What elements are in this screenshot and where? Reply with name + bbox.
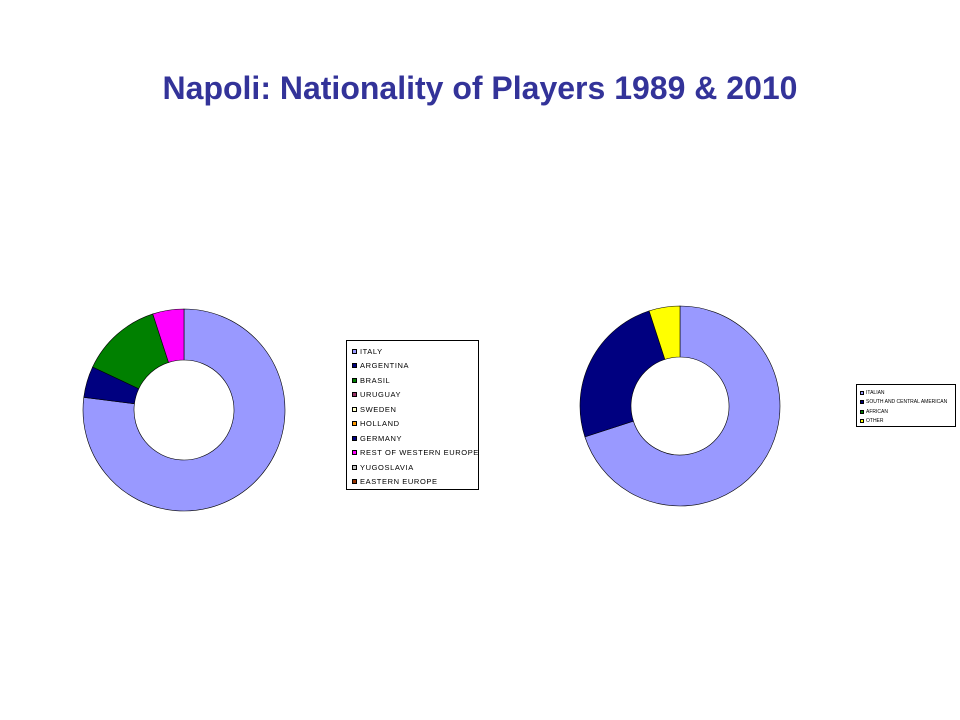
legend-label: EASTERN EUROPE <box>360 477 438 487</box>
legend-label: BRASIL <box>360 375 391 385</box>
donut-chart-2010 <box>579 305 781 507</box>
donut-slice-italy <box>82 308 286 512</box>
legend-item-brasil: BRASIL <box>352 373 478 388</box>
legend-label: HOLLAND <box>360 419 400 429</box>
legend-item-yugoslavia: YUGOSLAVIA <box>352 460 478 475</box>
donut-chart-1989 <box>82 308 286 512</box>
legend-swatch <box>352 363 357 369</box>
legend-item-eastern-europe: EASTERN EUROPE <box>352 475 478 490</box>
legend-label: AFRICAN <box>866 408 888 415</box>
legend-item-holland: HOLLAND <box>352 417 478 432</box>
legend-label: YUGOSLAVIA <box>360 462 414 472</box>
legend-item-germany: GERMANY <box>352 431 478 446</box>
donut-slice-italian <box>584 305 781 507</box>
legend-swatch <box>352 392 357 398</box>
legend-swatch <box>352 348 357 354</box>
legend-swatch <box>860 419 864 424</box>
legend-swatch <box>352 479 357 485</box>
legend-label: GERMANY <box>360 433 403 443</box>
legend-item-uruguay: URUGUAY <box>352 388 478 403</box>
legend-label: REST OF WESTERN EUROPE <box>360 448 479 458</box>
legend-item-rest-of-western-europe: REST OF WESTERN EUROPE <box>352 446 478 461</box>
legend-swatch <box>352 377 357 383</box>
legend-item-argentina: ARGENTINA <box>352 359 478 374</box>
donut-slice-rest-of-western-europe <box>152 308 185 363</box>
legend-swatch <box>352 435 357 441</box>
legend-item-african: AFRICAN <box>860 407 955 417</box>
legend-swatch <box>352 406 357 412</box>
donut-slice-other <box>648 305 681 360</box>
slide-title: Napoli: Nationality of Players 1989 & 20… <box>162 70 798 106</box>
legend-label: SOUTH AND CENTRAL AMERICAN <box>866 399 948 406</box>
legend-swatch <box>860 400 864 405</box>
legend-label: ITALY <box>360 346 383 356</box>
legend-2010: ITALIAN SOUTH AND CENTRAL AMERICAN AFRICAN… <box>856 384 956 427</box>
legend-swatch <box>860 390 864 395</box>
legend-swatch <box>352 450 357 456</box>
donut-slice-south-and-central-american <box>579 310 666 438</box>
legend-item-sweden: SWEDEN <box>352 402 478 417</box>
legend-1989: ITALY ARGENTINA BRASIL URUGUAY SWEDEN HOLLAND… <box>346 340 479 490</box>
legend-swatch <box>352 421 357 427</box>
legend-item-south-and-central-american: SOUTH AND CENTRAL AMERICAN <box>860 398 955 408</box>
legend-swatch <box>352 464 357 470</box>
legend-label: ARGENTINA <box>360 361 410 371</box>
legend-label: OTHER <box>866 418 884 425</box>
legend-item-other: OTHER <box>860 417 955 427</box>
legend-item-italian: ITALIAN <box>860 388 955 398</box>
legend-item-italy: ITALY <box>352 344 478 359</box>
legend-label: URUGUAY <box>360 390 402 400</box>
legend-swatch <box>860 409 864 414</box>
legend-label: SWEDEN <box>360 404 397 414</box>
legend-label: ITALIAN <box>866 389 885 396</box>
